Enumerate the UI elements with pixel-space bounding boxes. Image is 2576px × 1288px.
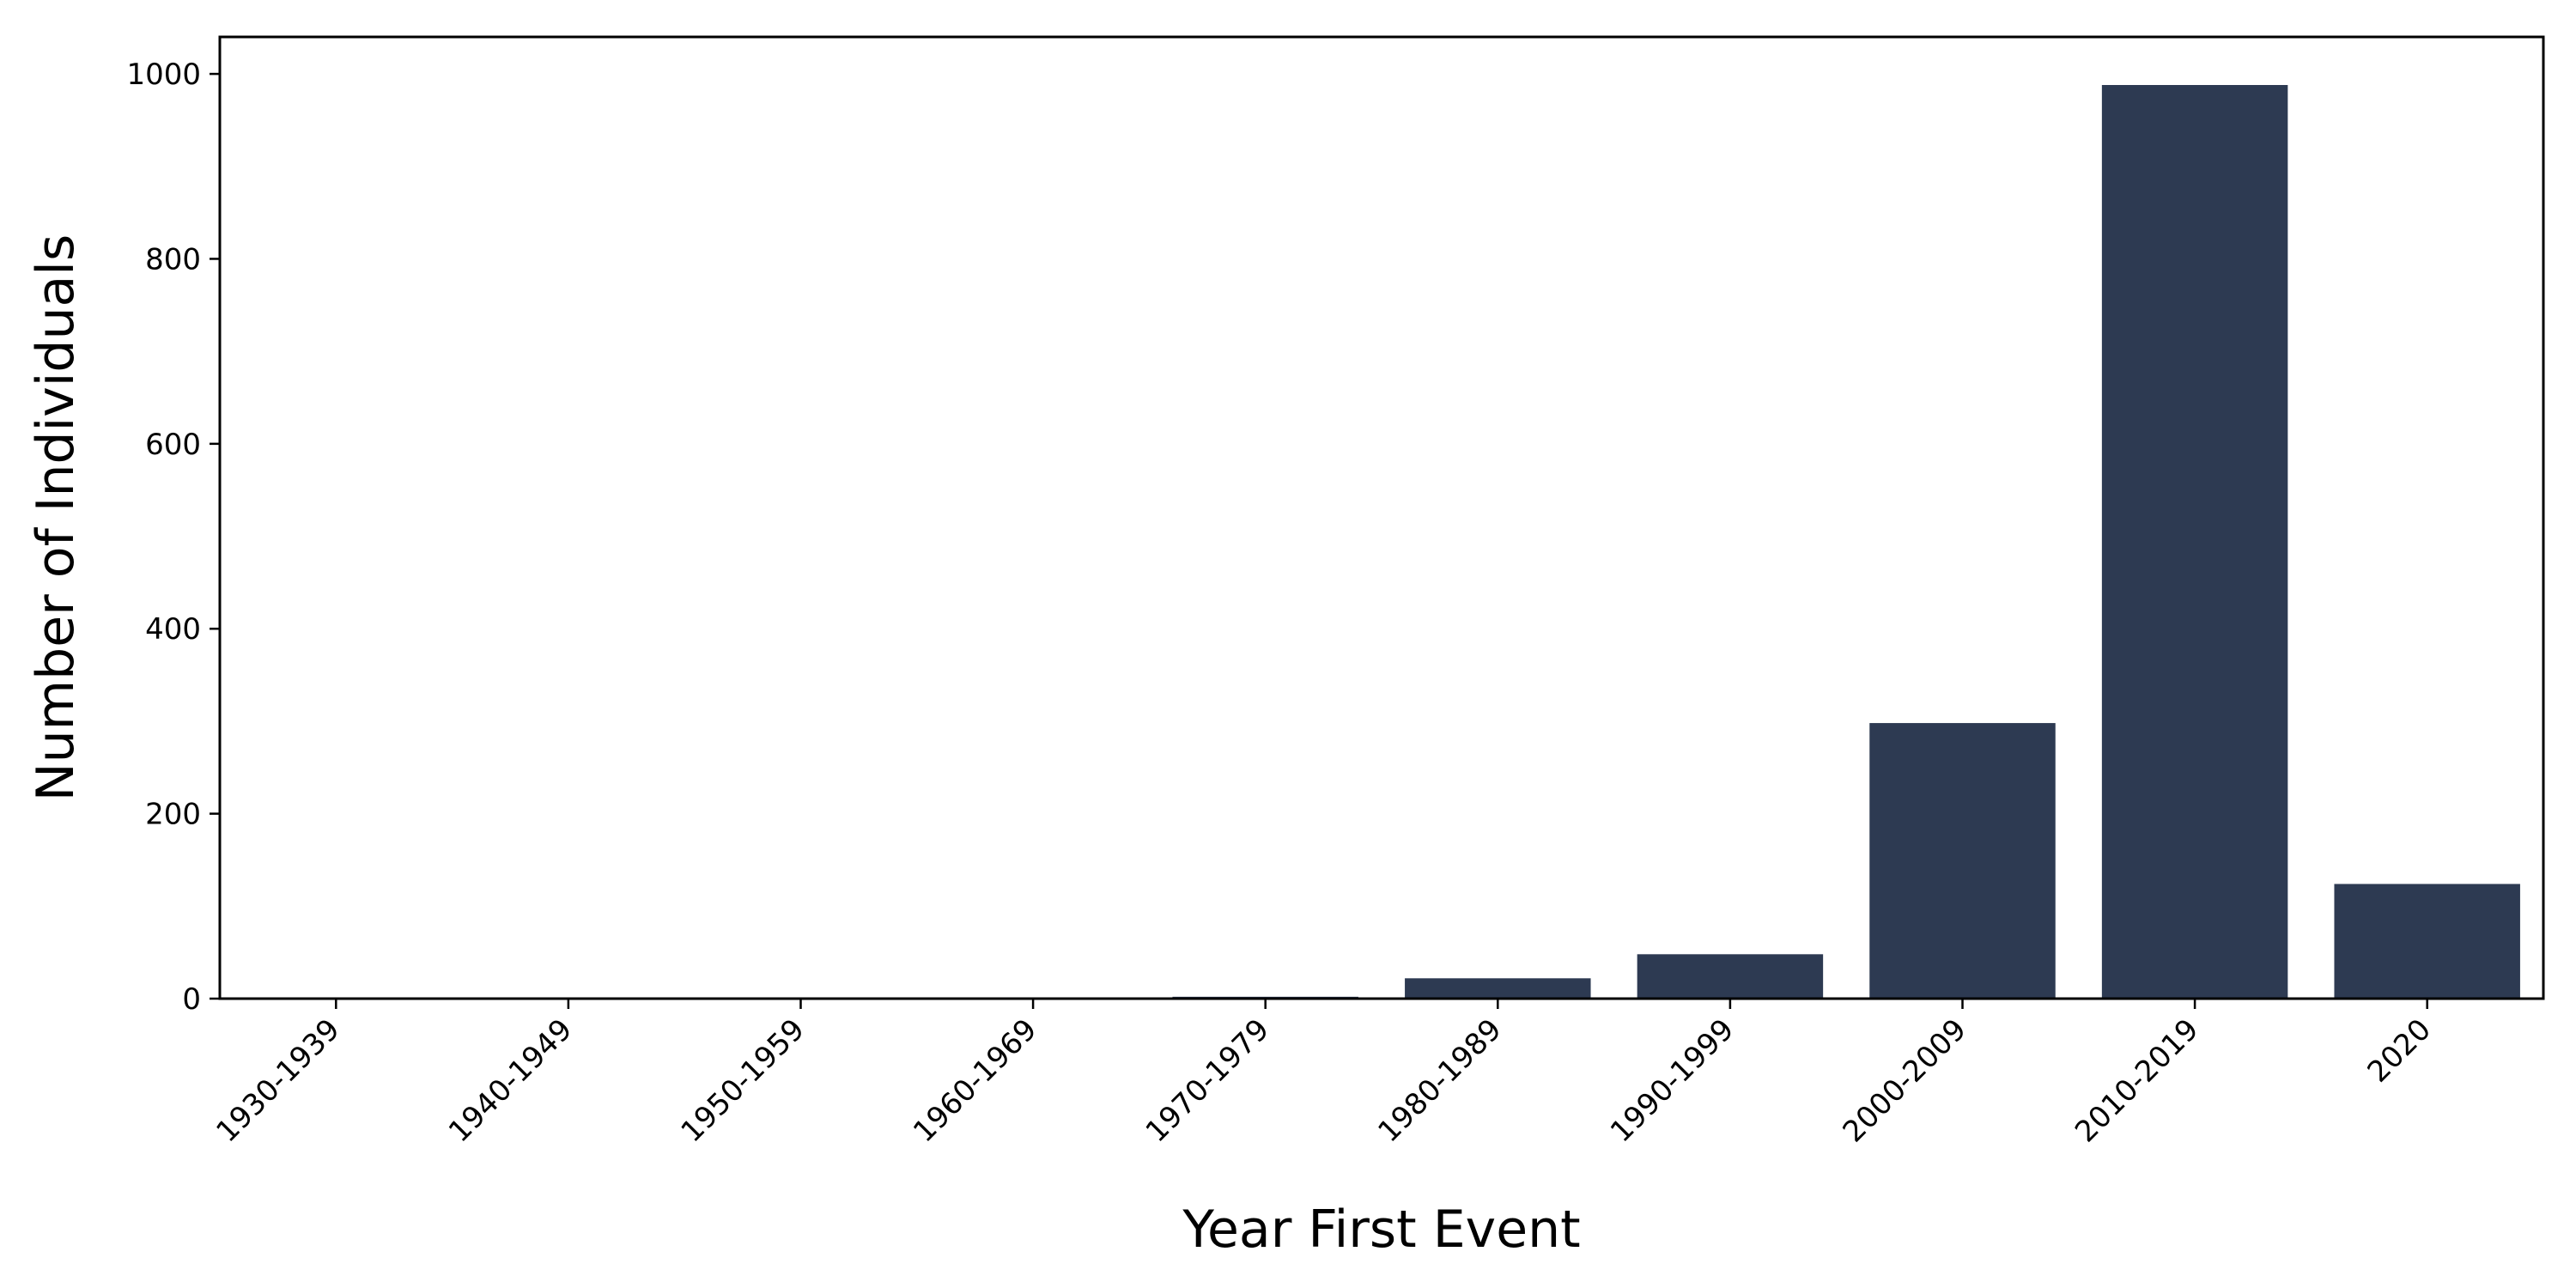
y-tick-label: 0 — [182, 982, 201, 1017]
x-tick-label: 1940-1949 — [442, 1012, 579, 1149]
bar-2000-2009 — [1869, 723, 2056, 999]
bar-1990-1999 — [1637, 954, 1824, 999]
x-tick-label: 2010-2019 — [2069, 1012, 2205, 1149]
x-tick-label: 1930-1939 — [210, 1012, 346, 1149]
y-tick-label: 200 — [145, 798, 201, 832]
x-tick-label: 1950-1959 — [675, 1012, 811, 1149]
bars-layer — [939, 85, 2520, 999]
plot-frame — [218, 35, 2545, 1000]
x-tick-label: 1970-1979 — [1139, 1012, 1276, 1149]
bar-1980-1989 — [1405, 978, 1591, 999]
x-tick-label: 2000-2009 — [1837, 1012, 1973, 1149]
y-tick-label: 1000 — [126, 58, 201, 92]
bar-2010-2019 — [2101, 85, 2288, 999]
x-tick-label: 1990-1999 — [1604, 1012, 1741, 1149]
x-tick-label: 2020 — [2361, 1012, 2438, 1089]
x-tick-label: 1960-1969 — [907, 1012, 1043, 1149]
y-axis-title: Number of Individuals — [26, 234, 86, 801]
x-tick-label: 1980-1989 — [1371, 1012, 1508, 1149]
y-tick-label: 600 — [145, 428, 201, 462]
y-tick-label: 800 — [145, 242, 201, 276]
ticks-layer: 1930-1939 1940-1949 1950-1959 1960-1969 1970… — [126, 58, 2438, 1149]
x-axis-title: Year First Event — [1182, 1200, 1580, 1260]
y-tick-label: 400 — [145, 612, 201, 647]
bar-2020 — [2334, 884, 2520, 999]
